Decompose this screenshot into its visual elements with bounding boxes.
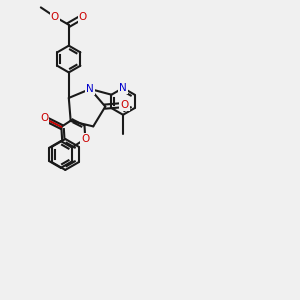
Text: N: N bbox=[86, 84, 94, 94]
Text: O: O bbox=[120, 100, 129, 110]
Text: O: O bbox=[40, 113, 48, 123]
Text: N: N bbox=[119, 83, 127, 93]
Text: O: O bbox=[81, 134, 89, 144]
Text: O: O bbox=[51, 12, 59, 22]
Text: O: O bbox=[79, 12, 87, 22]
